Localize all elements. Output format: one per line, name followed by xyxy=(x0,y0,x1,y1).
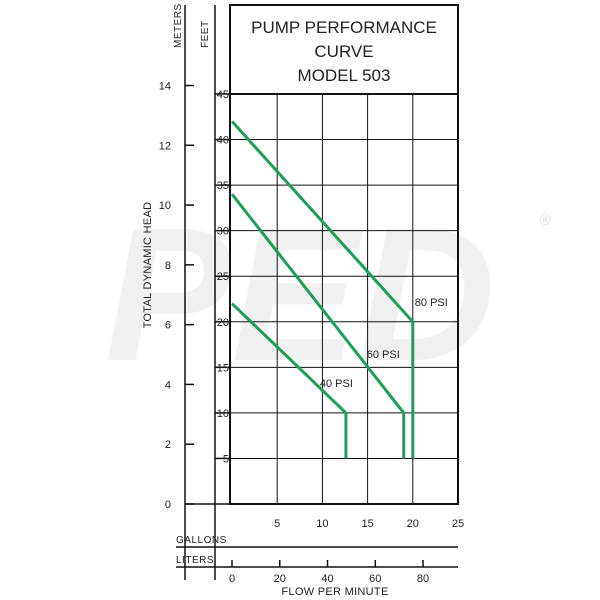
watermark: PED ® xyxy=(105,189,551,401)
title-line-3: MODEL 503 xyxy=(298,66,391,85)
watermark-registered: ® xyxy=(539,212,551,229)
liter-tick-label-3: 60 xyxy=(369,573,381,585)
feet-tick-label-0: 5 xyxy=(223,453,229,465)
meter-tick-label-2: 4 xyxy=(165,379,171,391)
series-label-1: 60 PSI xyxy=(367,349,400,361)
meter-tick-label-5: 10 xyxy=(159,200,171,212)
meter-tick-label-4: 8 xyxy=(165,260,171,272)
series-line-0 xyxy=(230,302,348,459)
series-label-2: 80 PSI xyxy=(415,297,448,309)
liters-unit-label: LITERS xyxy=(176,555,214,566)
feet-tick-label-5: 30 xyxy=(217,226,229,238)
chart-frame xyxy=(176,4,459,580)
meters-unit-label: METERS xyxy=(173,3,184,48)
series-line-2 xyxy=(230,120,415,459)
gallons-unit-label: GALLONS xyxy=(176,535,227,546)
gallon-tick-label-4: 25 xyxy=(452,518,464,530)
chart-title: PUMP PERFORMANCE CURVE MODEL 503 xyxy=(251,18,437,85)
plot-box xyxy=(229,93,459,505)
meter-tick-label-7: 14 xyxy=(159,81,171,93)
gallon-tick-label-3: 20 xyxy=(407,518,419,530)
meter-tick-label-0: 0 xyxy=(165,499,171,511)
liter-tick-label-4: 80 xyxy=(417,573,429,585)
feet-tick-label-8: 45 xyxy=(217,89,229,101)
title-line-2: CURVE xyxy=(314,42,373,61)
series-lines: 40 PSI 60 PSI 80 PSI xyxy=(230,120,448,459)
series-label-0: 40 PSI xyxy=(320,378,353,390)
feet-tick-label-6: 35 xyxy=(217,180,229,192)
liter-tick-label-2: 40 xyxy=(321,573,333,585)
x-axis-label: FLOW PER MINUTE xyxy=(281,586,388,598)
gallon-ticks: 5 10 15 20 25 xyxy=(274,518,464,530)
chart-grid xyxy=(230,94,458,504)
feet-unit-label: FEET xyxy=(200,20,211,48)
feet-tick-label-3: 20 xyxy=(217,317,229,329)
meter-tick-label-6: 12 xyxy=(159,140,171,152)
series-line-1 xyxy=(230,193,406,459)
feet-tick-label-7: 40 xyxy=(217,135,229,147)
feet-ticks: 5 10 15 20 25 30 35 40 45 xyxy=(215,89,230,465)
meter-ticks: 0 2 4 6 8 10 12 14 xyxy=(159,81,194,511)
gallon-tick-label-2: 15 xyxy=(361,518,373,530)
feet-tick-label-2: 15 xyxy=(217,362,229,374)
liter-tick-label-0: 0 xyxy=(229,573,235,585)
unit-labels: METERS FEET GALLONS LITERS xyxy=(173,3,227,566)
gallon-tick-label-0: 5 xyxy=(274,518,280,530)
feet-tick-label-1: 10 xyxy=(217,408,229,420)
gallon-tick-label-1: 10 xyxy=(316,518,328,530)
watermark-text: PED xyxy=(105,189,496,401)
feet-tick-label-4: 25 xyxy=(217,271,229,283)
meter-tick-label-1: 2 xyxy=(165,439,171,451)
meter-tick-label-3: 6 xyxy=(165,320,171,332)
liter-ticks: 0 20 40 60 80 xyxy=(229,560,429,585)
title-line-1: PUMP PERFORMANCE xyxy=(251,18,437,37)
liter-tick-label-1: 20 xyxy=(274,573,286,585)
y-axis-label: TOTAL DYNAMIC HEAD xyxy=(142,202,154,329)
